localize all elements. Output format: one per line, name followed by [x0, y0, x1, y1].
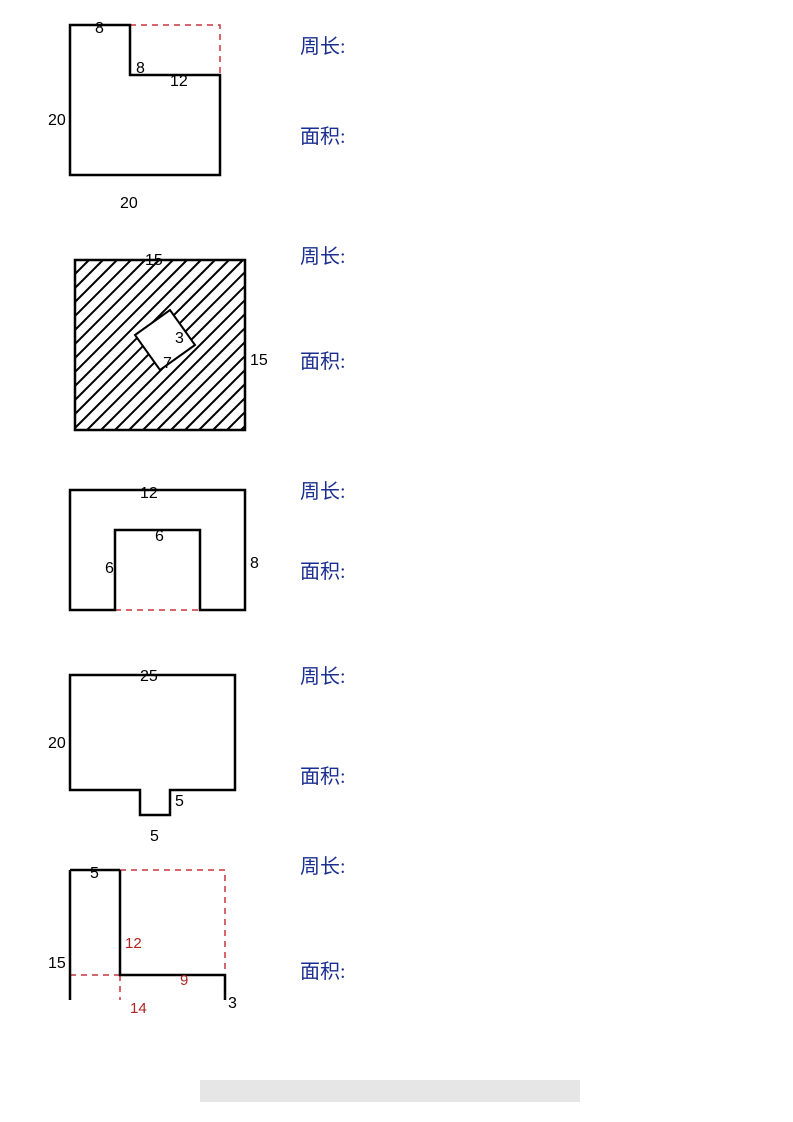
fig4-area-label: 面积: [300, 760, 346, 789]
fig3-perimeter-label: 周长: [300, 475, 346, 504]
dimension-label: 8 [95, 20, 104, 38]
dimension-label: 7 [163, 355, 172, 373]
dimension-label: 8 [136, 60, 145, 78]
fig5-area-label: 面积: [300, 955, 346, 984]
dimension-label: 5 [90, 865, 99, 883]
dimension-label: 20 [48, 735, 66, 753]
dimension-label: 15 [145, 252, 163, 270]
dimension-label: 9 [180, 972, 188, 989]
fig1-area-label: 面积: [300, 120, 346, 149]
dimension-label: 14 [130, 1000, 147, 1017]
dimension-label: 12 [125, 935, 142, 952]
figure-5-step-shape [70, 870, 290, 1040]
fig4-perimeter-label: 周长: [300, 660, 346, 689]
dimension-label: 20 [48, 112, 66, 130]
fig2-perimeter-label: 周长: [300, 240, 346, 269]
figure-2-square-with-hole [75, 260, 275, 460]
dimension-label: 12 [170, 73, 188, 91]
dimension-label: 20 [120, 195, 138, 213]
dimension-label: 15 [48, 955, 66, 973]
footer-bar [200, 1080, 580, 1102]
dimension-label: 5 [175, 793, 184, 811]
dimension-label: 15 [250, 352, 268, 370]
dimension-label: 6 [155, 528, 164, 546]
fig1-perimeter-label: 周长: [300, 30, 346, 59]
dimension-label: 12 [140, 485, 158, 503]
dimension-label: 3 [175, 330, 184, 348]
figure-4-rect-with-tab [70, 675, 290, 855]
dimension-label: 5 [150, 828, 159, 846]
fig5-perimeter-label: 周长: [300, 850, 346, 879]
dimension-label: 25 [140, 668, 158, 686]
figure-1-l-shape [70, 25, 270, 225]
dimension-label: 8 [250, 555, 259, 573]
fig2-area-label: 面积: [300, 345, 346, 374]
dimension-label: 3 [228, 995, 237, 1013]
fig3-area-label: 面积: [300, 555, 346, 584]
dimension-label: 6 [105, 560, 114, 578]
